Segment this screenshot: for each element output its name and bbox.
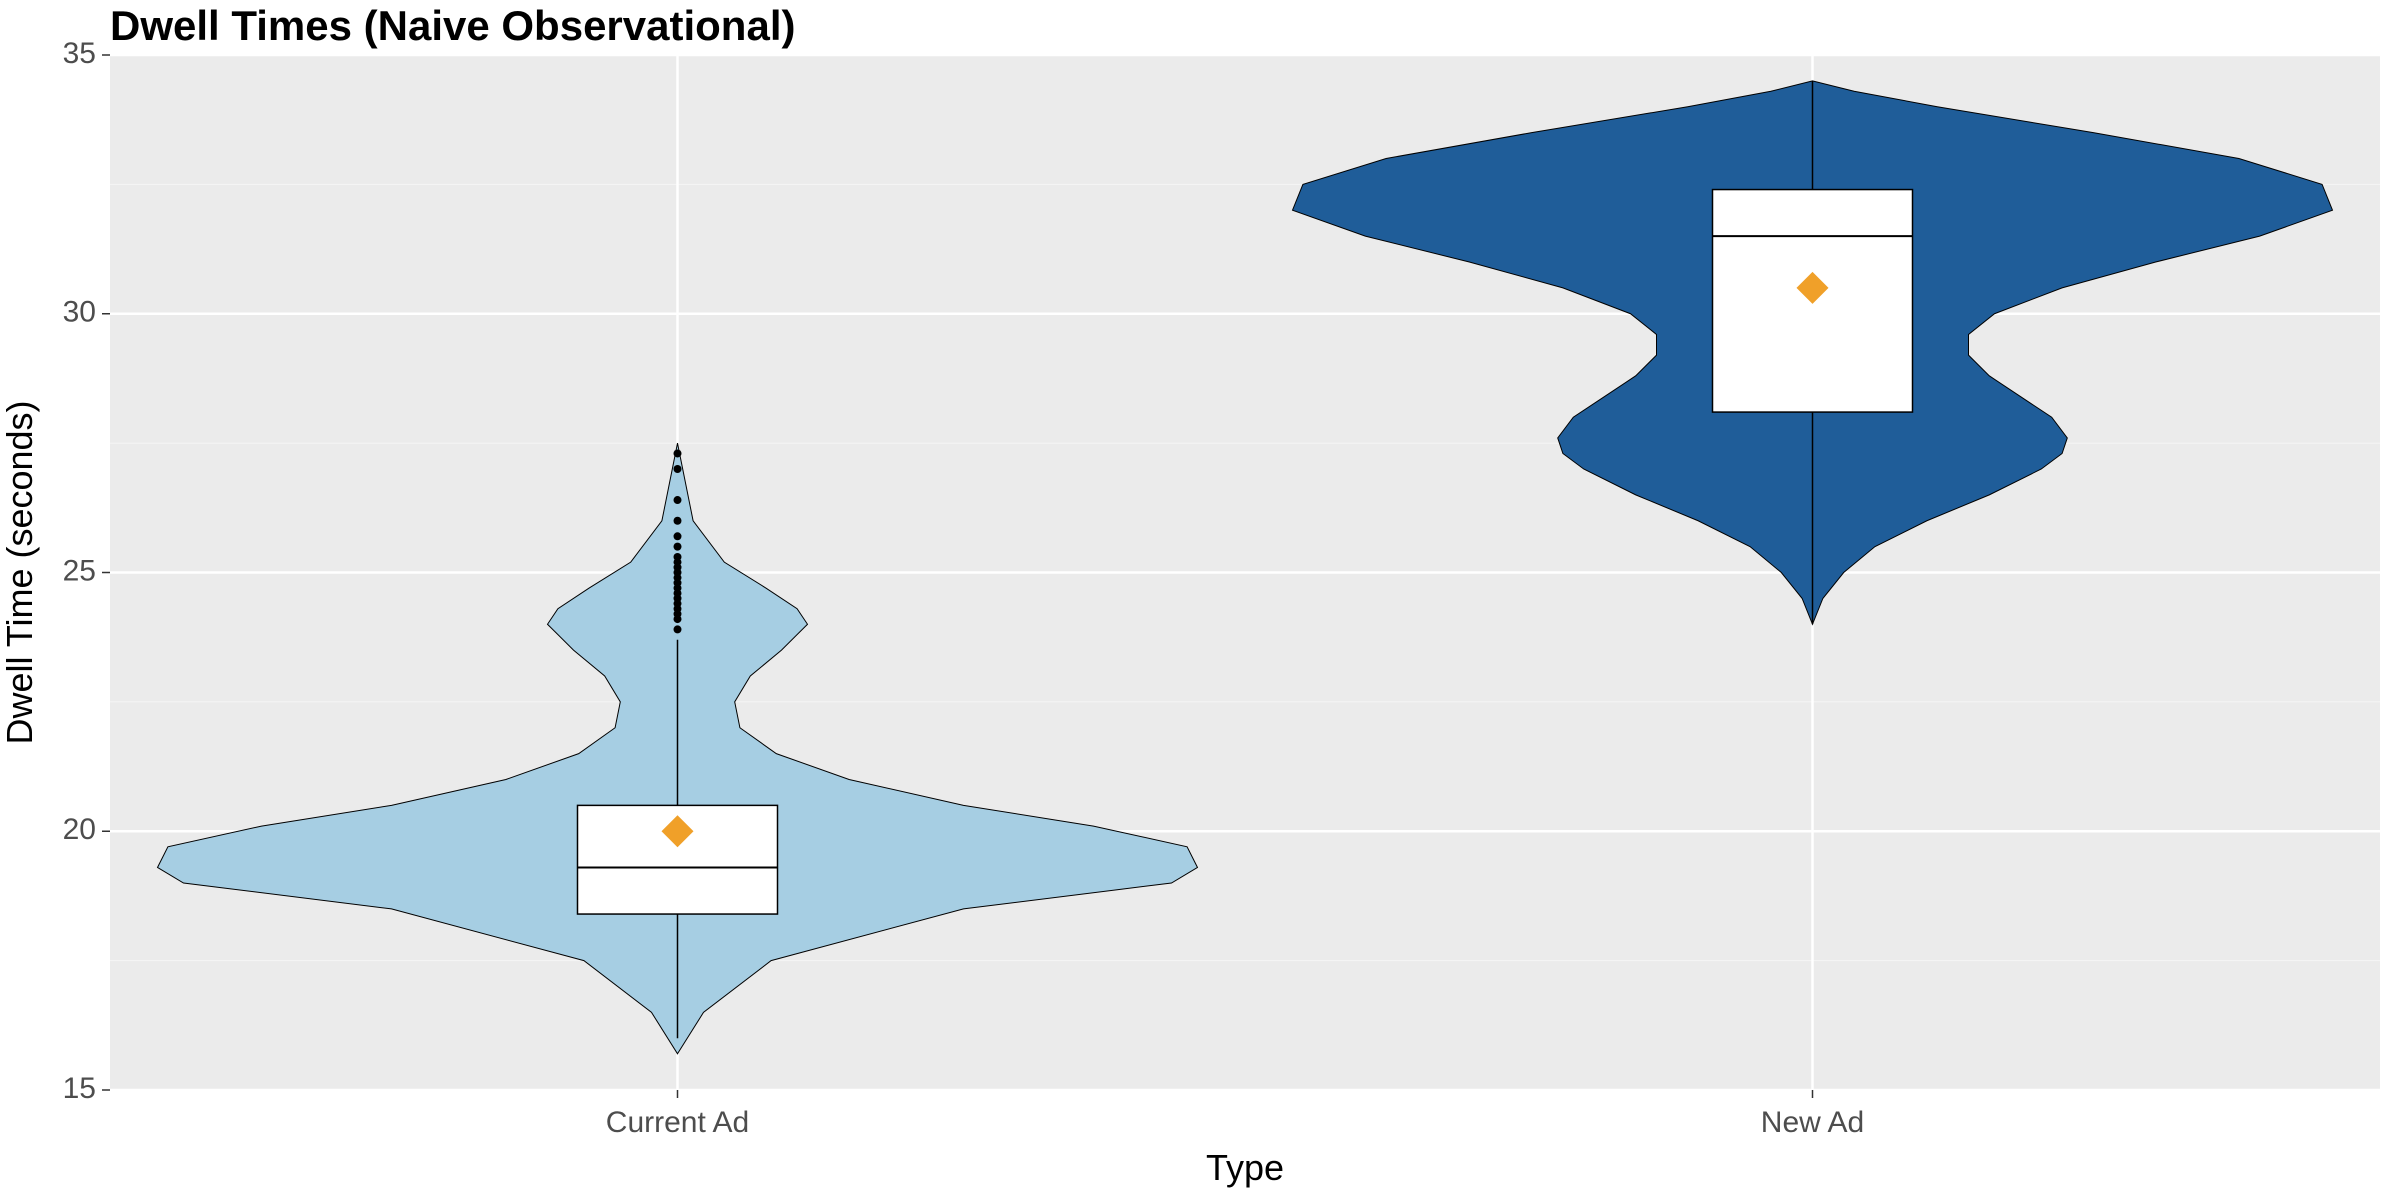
ytick-label: 30 [63, 296, 96, 329]
outlier-point [674, 553, 682, 561]
xtick-label: New Ad [1761, 1106, 1864, 1139]
ytick-label: 20 [63, 813, 96, 846]
outlier-point [674, 496, 682, 504]
outlier-point [674, 465, 682, 473]
x-axis-label: Type [1206, 1147, 1284, 1188]
ytick-label: 25 [63, 554, 96, 587]
chart-title: Dwell Times (Naive Observational) [110, 2, 795, 49]
outlier-point [674, 449, 682, 457]
xtick-label: Current Ad [606, 1106, 749, 1139]
ytick-label: 15 [63, 1072, 96, 1105]
outlier-point [674, 625, 682, 633]
violin-chart: 15 20 25 30 35 Current Ad New Ad Type Dwell Time… [0, 0, 2400, 1200]
ytick-label: 35 [63, 37, 96, 70]
chart-container: 15 20 25 30 35 Current Ad New Ad Type Dwell Time… [0, 0, 2400, 1200]
y-axis-label: Dwell Time (seconds) [0, 400, 40, 744]
outlier-point [674, 532, 682, 540]
outlier-point [674, 517, 682, 525]
outlier-point [674, 543, 682, 551]
